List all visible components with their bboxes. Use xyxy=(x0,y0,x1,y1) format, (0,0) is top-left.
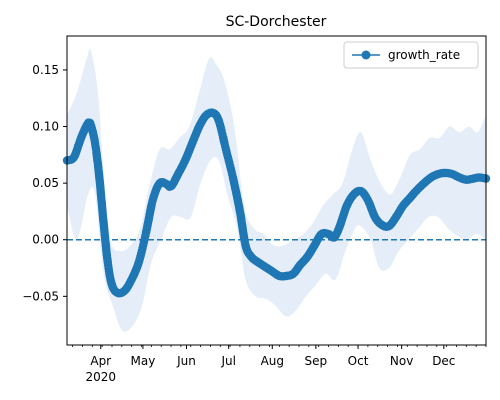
x-tick-year-label: 2020 xyxy=(85,370,116,384)
legend-marker-swatch xyxy=(361,50,371,60)
x-tick-label: Dec xyxy=(432,354,455,368)
x-tick-label: Jun xyxy=(176,354,196,368)
x-tick-label: May xyxy=(131,354,156,368)
legend: growth_rate xyxy=(343,41,479,69)
x-tick-label: Nov xyxy=(390,354,413,368)
x-tick-label: Jul xyxy=(220,354,235,368)
legend-box xyxy=(343,41,479,69)
chart-title: SC-Dorchester xyxy=(226,14,327,30)
plot-frame xyxy=(66,35,487,346)
x-tick-label: Apr xyxy=(90,354,111,368)
y-tick-label: 0.15 xyxy=(32,63,59,77)
axes-layer: −0.05 0.00 0.05 0.10 0.15 Apr 2020 May Jun Jul Aug… xyxy=(22,35,487,384)
confidence-band-layer xyxy=(67,48,486,332)
legend-label-growth-rate: growth_rate xyxy=(388,48,460,62)
confidence-band xyxy=(67,48,486,332)
series-layer xyxy=(62,108,491,298)
y-tick-label: −0.05 xyxy=(22,289,59,303)
y-tick-label: 0.05 xyxy=(32,176,59,190)
y-tick-label: 0.10 xyxy=(32,120,59,134)
y-tick-label: 0.00 xyxy=(32,233,59,247)
x-tick-label: Oct xyxy=(348,354,369,368)
x-tick-label: Aug xyxy=(261,354,284,368)
x-tick-label: Sep xyxy=(305,354,328,368)
